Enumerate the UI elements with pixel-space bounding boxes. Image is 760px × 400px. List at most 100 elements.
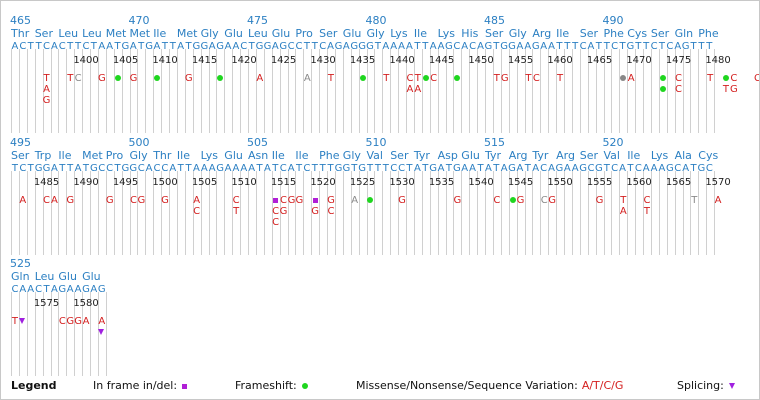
- nucleotide-guide-line: [319, 49, 321, 133]
- nucleotide: C: [540, 163, 548, 174]
- variation-mark: T: [691, 195, 698, 206]
- nucleotide: A: [516, 41, 524, 52]
- nucleotide: T: [185, 41, 192, 52]
- codon-label: Ser: [650, 27, 670, 40]
- nucleotide: A: [224, 41, 232, 52]
- nucleotide-guide-line: [540, 49, 542, 133]
- variation-mark: A: [256, 73, 264, 84]
- nucleotide: A: [50, 284, 58, 295]
- nucleotide: A: [232, 163, 240, 174]
- nucleotide-guide-line: [311, 49, 313, 133]
- nucleotide-guide-line: [627, 171, 629, 255]
- nucleotide: A: [413, 163, 421, 174]
- nucleotide: G: [200, 41, 209, 52]
- nucleotide: G: [342, 163, 351, 174]
- nucleotide: C: [674, 163, 682, 174]
- nucleotide-position-number: 1560: [626, 177, 652, 188]
- nucleotide-guide-line: [690, 171, 692, 255]
- nucleotide-guide-line: [82, 292, 84, 376]
- codon-label: Ile: [295, 149, 309, 162]
- variation-mark: G: [66, 195, 75, 206]
- nucleotide-guide-line: [105, 171, 107, 255]
- variation-mark: C: [58, 316, 66, 327]
- nucleotide: A: [437, 163, 445, 174]
- nucleotide: G: [97, 284, 106, 295]
- codon-label: Val: [603, 149, 620, 162]
- frameshift-icon: [301, 383, 308, 389]
- nucleotide: G: [445, 41, 453, 52]
- inframe-indel-icon: [182, 383, 188, 389]
- nucleotide-guide-line: [350, 171, 352, 255]
- legend-missense-label: Missense/Nonsense/Sequence Variation:: [356, 379, 578, 392]
- nucleotide-position-number: 1500: [152, 177, 178, 188]
- nucleotide: A: [240, 163, 248, 174]
- nucleotide: T: [35, 41, 42, 52]
- codon-label: Glu: [271, 27, 291, 40]
- nucleotide-guide-line: [390, 171, 392, 255]
- legend: Legend In frame in/del: Frameshift: Miss…: [1, 371, 759, 395]
- nucleotide: A: [342, 41, 350, 52]
- variation-mark: G: [516, 195, 525, 206]
- variation-mark: C: [129, 195, 137, 206]
- nucleotide-guide-line: [192, 171, 194, 255]
- nucleotide: G: [484, 41, 493, 52]
- nucleotide-sequence: TCTGGAT TATGCCTGGCACCAT TAAAGAAAATATCATCT T…: [11, 163, 713, 175]
- nucleotide-guide-line: [295, 49, 297, 133]
- nucleotide-guide-line: [413, 171, 415, 255]
- nucleotide-guide-line: [169, 171, 170, 255]
- variation-mark: G: [184, 73, 193, 84]
- nucleotide-guide-line: [571, 49, 573, 133]
- codon-label: Arg: [508, 149, 528, 162]
- nucleotide: G: [82, 284, 90, 295]
- codon-label: Arg: [532, 27, 552, 40]
- nucleotide-position-number: 1520: [310, 177, 336, 188]
- nucleotide-guide-line: [461, 49, 463, 133]
- nucleotide-guide-line: [548, 49, 550, 133]
- aa-position-number: 525: [10, 257, 31, 270]
- legend-missense: Missense/Nonsense/Sequence Variation: A/T…: [356, 379, 623, 392]
- nucleotide: T: [11, 163, 18, 174]
- nucleotide-guide-line: [18, 49, 20, 133]
- nucleotide-guide-line: [82, 171, 84, 255]
- codon-label: Ser: [485, 27, 504, 40]
- codon-label: Pro: [105, 149, 124, 162]
- nucleotide-guide-line: [145, 49, 147, 133]
- nucleotide-guide-line: [690, 49, 692, 133]
- nucleotide: C: [82, 41, 90, 52]
- variation-mark: G: [66, 316, 75, 327]
- nucleotide-position-number: 1405: [112, 55, 139, 66]
- frameshift-dot-icon: [217, 75, 224, 81]
- nucleotide-guide-line: [240, 49, 242, 133]
- nucleotide: C: [634, 163, 642, 174]
- nucleotide-guide-line: [97, 49, 99, 133]
- nucleotide-guide-line: [327, 171, 328, 255]
- codon-label: Gly: [508, 27, 527, 40]
- nucleotide-guide-line: [184, 171, 186, 255]
- variation-mark: G: [287, 195, 296, 206]
- nucleotide-guide-line: [176, 171, 178, 255]
- nucleotide-guide-line: [698, 171, 700, 255]
- nucleotide-guide-line: [129, 171, 131, 255]
- nucleotide-guide-line: [319, 171, 321, 255]
- nucleotide: T: [319, 163, 326, 174]
- nucleotide-guide-line: [279, 171, 281, 255]
- variation-mark: G: [595, 195, 604, 206]
- nucleotide: A: [50, 41, 58, 52]
- nucleotide-position-number: 1530: [389, 177, 415, 188]
- nucleotide: G: [216, 41, 224, 52]
- aa-position-number: 520: [602, 136, 624, 149]
- nucleotide: A: [437, 41, 445, 52]
- nucleotide-guide-line: [232, 49, 234, 133]
- nucleotide-guide-line: [342, 171, 344, 255]
- nucleotide-guide-line: [248, 171, 249, 255]
- nucleotide: T: [643, 41, 650, 52]
- variation-mark: C: [74, 73, 82, 84]
- variation-mark: C: [493, 195, 501, 206]
- nucleotide: C: [611, 163, 619, 174]
- nucleotide-guide-line: [532, 171, 534, 255]
- nucleotide-guide-line: [113, 49, 115, 133]
- nucleotide-position-number: 1425: [270, 55, 297, 66]
- nucleotide: A: [390, 41, 398, 52]
- nucleotide: T: [67, 163, 74, 174]
- nucleotide: C: [398, 163, 406, 174]
